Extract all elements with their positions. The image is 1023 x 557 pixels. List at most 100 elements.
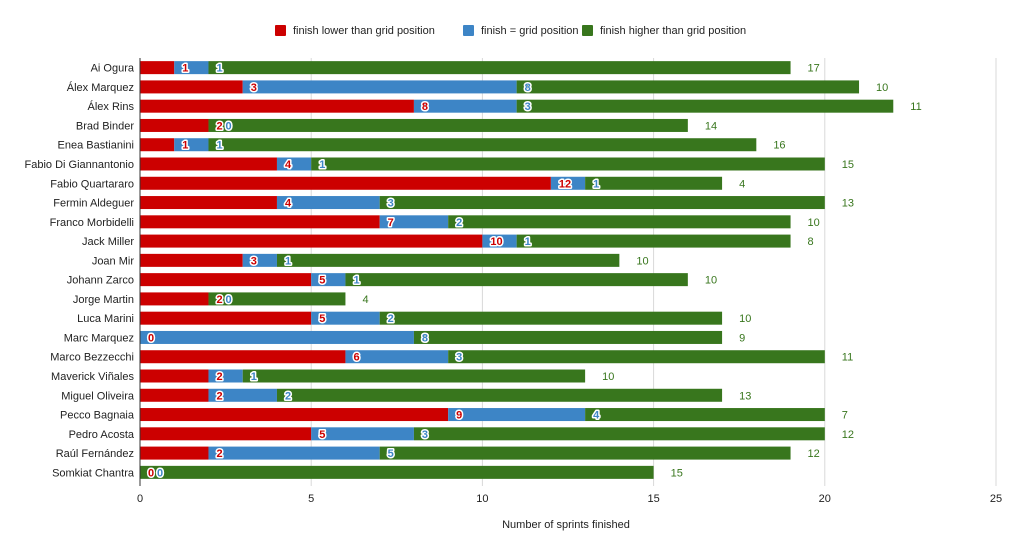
bar-segment xyxy=(448,350,825,364)
x-axis-title: Number of sprints finished xyxy=(502,519,630,531)
bar-segment xyxy=(379,215,449,229)
data-label: 2 xyxy=(285,390,291,402)
data-label: 8 xyxy=(808,236,814,248)
data-label: 1 xyxy=(285,255,291,267)
data-label: 6 xyxy=(353,352,359,364)
x-tick-label: 5 xyxy=(308,493,314,505)
data-label: 1 xyxy=(319,159,325,171)
data-label: 2 xyxy=(216,390,222,402)
bar-segment xyxy=(413,427,825,441)
category-label: Pecco Bagnaia xyxy=(60,410,135,422)
x-tick-label: 10 xyxy=(476,493,488,505)
bar-row: 10 1 8 xyxy=(140,234,814,250)
bar-segment xyxy=(140,196,277,210)
x-tick-labels: 0 5 10 15 20 25 xyxy=(137,493,1002,505)
category-label: Marco Bezzecchi xyxy=(50,352,134,364)
bar-row: 5 3 12 xyxy=(140,427,854,442)
data-label: 3 xyxy=(422,429,428,441)
data-label: 10 xyxy=(876,82,888,94)
category-label: Enea Bastianini xyxy=(58,140,134,152)
bar-segment xyxy=(140,215,380,229)
bar-segment xyxy=(140,80,243,94)
data-label: 10 xyxy=(636,255,648,267)
data-label: 17 xyxy=(808,63,820,75)
category-label: Fabio Quartararo xyxy=(50,178,134,190)
data-label: 3 xyxy=(251,255,257,267)
bar-segment xyxy=(516,234,791,248)
bar-segment xyxy=(311,273,346,287)
bar-segment xyxy=(140,99,414,113)
data-label: 10 xyxy=(705,275,717,287)
data-label: 2 xyxy=(216,448,222,460)
bar-segment xyxy=(174,61,209,75)
bar-segment xyxy=(379,196,825,210)
bar-segment xyxy=(345,273,688,287)
legend-label: finish lower than grid position xyxy=(293,25,435,37)
data-label: 14 xyxy=(705,120,717,132)
bar-segment xyxy=(311,427,414,441)
bar-segment xyxy=(311,157,825,171)
bar-segment xyxy=(140,465,654,479)
legend-item: finish = grid position xyxy=(463,25,579,37)
category-label: Pedro Acosta xyxy=(69,429,135,441)
bar-row: 0 8 9 xyxy=(140,330,745,346)
bar-row: 4 3 13 xyxy=(140,196,854,211)
data-label: 9 xyxy=(739,332,745,344)
bar-segment xyxy=(448,408,586,422)
bar-segment xyxy=(208,369,243,383)
data-label: 1 xyxy=(182,63,188,75)
data-label: 1 xyxy=(182,140,188,152)
data-label: 5 xyxy=(319,313,325,325)
data-label: 4 xyxy=(285,198,292,210)
data-label: 0 xyxy=(225,294,231,306)
bar-segment xyxy=(140,273,312,287)
bar-row: 2 2 13 xyxy=(140,388,751,404)
category-label: Ai Ogura xyxy=(91,63,135,75)
category-label: Jack Miller xyxy=(82,236,134,248)
category-label: Jorge Martin xyxy=(73,294,134,306)
legend-swatch xyxy=(275,25,286,36)
data-label: 4 xyxy=(362,294,368,306)
data-label: 1 xyxy=(353,275,359,287)
data-label: 0 xyxy=(157,467,163,479)
bar-row: 9 4 7 xyxy=(140,408,848,423)
x-tick-label: 20 xyxy=(819,493,831,505)
bar-segment xyxy=(242,80,517,94)
data-label: 3 xyxy=(525,101,531,113)
data-label: 2 xyxy=(456,217,462,229)
data-label: 2 xyxy=(216,294,222,306)
bar-segment xyxy=(140,311,312,325)
bar-segment xyxy=(208,446,380,460)
legend-swatch xyxy=(582,25,593,36)
bar-segment xyxy=(140,369,209,383)
bar-segment xyxy=(379,446,791,460)
bar-segment xyxy=(276,196,380,210)
category-label: Joan Mir xyxy=(92,255,135,267)
data-label: 11 xyxy=(842,352,853,364)
category-label: Marc Marquez xyxy=(64,332,134,344)
bar-segment xyxy=(482,234,517,248)
bar-row: 1 1 16 xyxy=(140,138,786,153)
category-label: Franco Morbidelli xyxy=(50,217,134,229)
bar-row: 3 8 10 xyxy=(140,80,888,95)
bar-segment xyxy=(140,388,209,402)
data-label: 0 xyxy=(148,467,154,479)
data-label: 2 xyxy=(216,371,222,383)
bar-row: 2 0 14 xyxy=(140,118,717,134)
category-label: Álex Marquez xyxy=(67,81,134,94)
data-label: 3 xyxy=(251,82,257,94)
bar-segment xyxy=(379,311,723,325)
bar-segment xyxy=(208,118,688,132)
category-label: Somkiat Chantra xyxy=(52,467,135,479)
bar-row: 5 1 10 xyxy=(140,273,717,288)
bar-segment xyxy=(208,292,346,306)
bar-row: 2 1 10 xyxy=(140,369,614,385)
data-label: 12 xyxy=(559,178,571,190)
bar-segment xyxy=(345,350,449,364)
bar-row: 7 2 10 xyxy=(140,215,820,230)
data-label: 4 xyxy=(593,410,600,422)
bar-segment xyxy=(140,118,209,132)
bar-row: 2 5 12 xyxy=(140,446,820,462)
data-label: 0 xyxy=(225,120,231,132)
